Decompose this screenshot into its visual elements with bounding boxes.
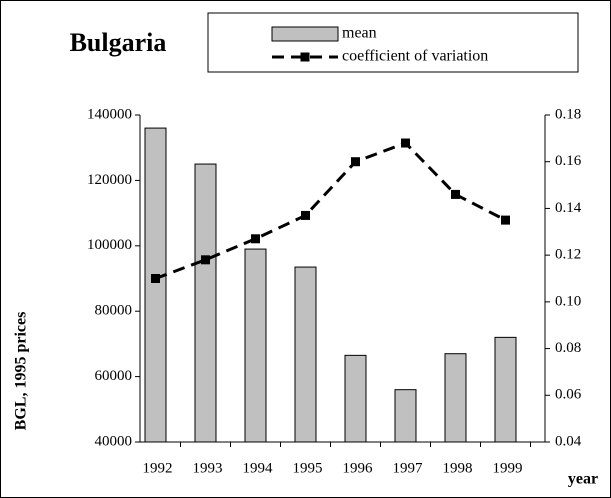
- y-tick-label: 120000: [87, 172, 132, 188]
- x-tick-label: 1992: [143, 460, 173, 476]
- y-tick-label: 100000: [87, 237, 132, 253]
- marker: [351, 157, 360, 167]
- legend: [207, 12, 579, 73]
- x-tick-label: 1996: [343, 460, 374, 476]
- bar: [394, 389, 417, 443]
- y2-tick-label: 0.04: [555, 433, 582, 449]
- y2-tick-label: 0.16: [555, 153, 582, 169]
- x-tick-label: 1995: [293, 460, 323, 476]
- y-tick-label: 60000: [95, 368, 133, 384]
- bar: [444, 353, 467, 443]
- marker: [401, 138, 410, 148]
- marker: [301, 210, 310, 220]
- x-tick-label: 1998: [443, 460, 473, 476]
- y2-tick-label: 0.08: [555, 340, 581, 356]
- marker: [451, 189, 460, 199]
- x-tick-label: 1999: [493, 460, 523, 476]
- legend-label: mean: [342, 25, 377, 42]
- legend-marker: [300, 52, 310, 62]
- line: [154, 141, 507, 280]
- bar: [294, 266, 317, 443]
- bar: [144, 127, 167, 443]
- marker: [501, 215, 510, 225]
- y2-tick-label: 0.10: [555, 293, 581, 309]
- legend-swatch: [271, 26, 339, 42]
- y2-tick-label: 0.12: [555, 247, 581, 263]
- bar: [344, 354, 367, 443]
- x-tick-label: 1997: [393, 460, 424, 476]
- marker: [201, 255, 210, 265]
- y2-tick-label: 0.14: [555, 200, 582, 216]
- y-tick-label: 40000: [95, 433, 133, 449]
- x-tick-label: 1993: [193, 460, 223, 476]
- y-axis-label: BGL, 1995 prices: [13, 312, 30, 431]
- marker: [151, 274, 160, 283]
- bar: [494, 336, 517, 443]
- bar: [244, 248, 267, 443]
- bar: [194, 163, 217, 443]
- y2-tick-label: 0.06: [555, 387, 582, 403]
- y2-tick-label: 0.18: [555, 106, 581, 122]
- x-axis-label: year: [568, 471, 598, 488]
- chart-title: Bulgaria: [70, 28, 167, 57]
- x-tick-label: 1994: [243, 460, 274, 476]
- marker: [251, 234, 260, 244]
- legend-label: coefficient of variation: [342, 48, 488, 65]
- y-tick-label: 140000: [87, 106, 132, 122]
- y-tick-label: 80000: [95, 303, 133, 319]
